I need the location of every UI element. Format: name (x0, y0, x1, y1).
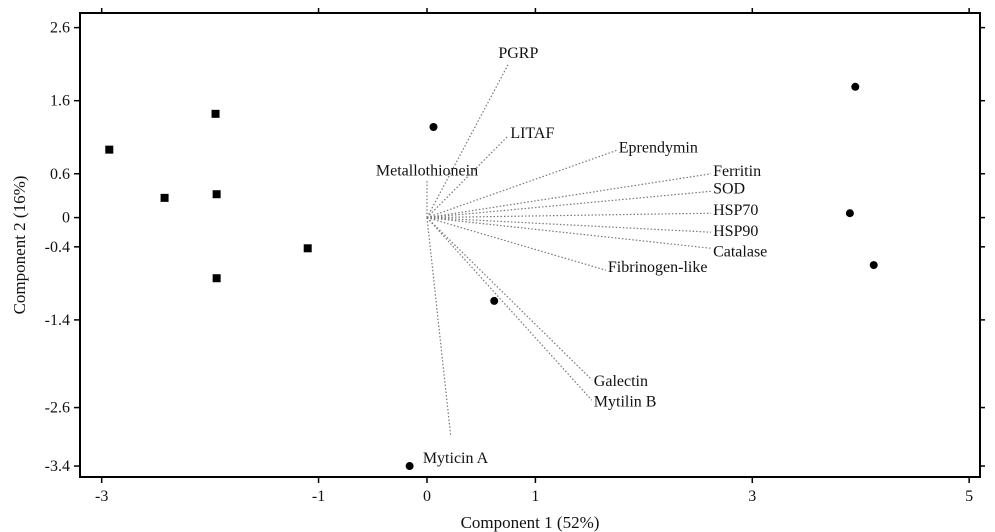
plot-area (79, 12, 981, 478)
y-tick-label: -2.6 (45, 400, 70, 417)
score-point-square (105, 145, 114, 154)
score-point-square (212, 274, 221, 283)
score-point-circle (869, 261, 878, 270)
loading-label: Fibrinogen-like (608, 259, 708, 276)
x-tick-label: 3 (748, 488, 756, 505)
y-tick-label: -0.4 (45, 239, 70, 256)
loading-label: HSP90 (713, 223, 758, 240)
score-points (105, 82, 878, 471)
score-point-square (211, 109, 220, 118)
loading-label: Eprendymin (619, 139, 698, 156)
x-tick-label: -3 (95, 488, 108, 505)
axes: -3 -1 0 1 3 5 2.6 1.6 0.6 0 -0.4 -1.4 -2.6 -3.4 (45, 8, 985, 505)
y-tick-label: 0.6 (50, 166, 70, 183)
score-point-circle (851, 82, 860, 91)
y-tick-label: -1.4 (45, 312, 70, 329)
loading-label: PGRP (498, 45, 538, 62)
y-tick-label: 2.6 (50, 20, 70, 37)
x-tick-label: 5 (965, 488, 973, 505)
x-tick-label: 1 (531, 488, 539, 505)
loading-vector (426, 217, 452, 437)
loading-label: Mytilin B (594, 393, 657, 410)
y-axis-title: Component 2 (16%) (10, 176, 29, 315)
score-point-square (212, 190, 221, 199)
score-point-circle (845, 209, 854, 218)
loading-label: SOD (713, 180, 745, 197)
y-tick-label: 0 (62, 210, 70, 227)
loading-vector (426, 216, 712, 233)
loading-vector (426, 173, 712, 219)
loading-vector (426, 217, 593, 381)
loading-vector (426, 217, 607, 271)
plot-frame (79, 12, 981, 478)
loading-label: Myticin A (423, 450, 489, 467)
score-point-square (303, 244, 312, 253)
loading-label: LITAF (510, 125, 554, 142)
loading-vectors: PGRP LITAF Eprendymin Metallothionein Ferrit… (376, 45, 767, 467)
loading-label: Ferritin (713, 163, 761, 180)
score-point-circle (405, 462, 414, 471)
loading-vector (426, 217, 593, 401)
loading-vector (426, 217, 712, 249)
score-point-square (160, 193, 169, 202)
x-tick-label: -1 (312, 488, 325, 505)
score-point-circle (490, 296, 499, 305)
score-point-circle (429, 122, 438, 131)
y-tick-label: 1.6 (50, 93, 70, 110)
loading-vector (426, 149, 617, 219)
y-tick-label: -3.4 (45, 458, 70, 475)
x-axis-title: Component 1 (52%) (461, 513, 600, 532)
loading-label: Galectin (594, 373, 648, 390)
loading-label: HSP70 (713, 202, 758, 219)
x-tick-label: 0 (423, 488, 431, 505)
loading-label: Metallothionein (376, 163, 478, 180)
loading-vector (426, 63, 509, 218)
loading-label: Catalase (713, 243, 767, 260)
